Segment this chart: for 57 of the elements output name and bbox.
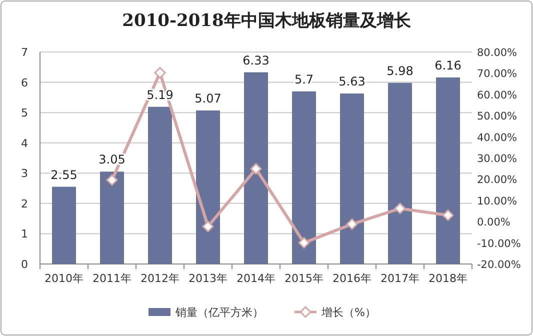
x-tick-label: 2013年 — [188, 272, 228, 285]
bar — [388, 82, 412, 264]
y2-tick-label: 80.00% — [477, 47, 518, 59]
data-label: 6.33 — [242, 53, 270, 68]
point — [394, 202, 406, 214]
bar — [244, 72, 268, 264]
point — [442, 209, 454, 221]
bar — [196, 110, 220, 264]
bar — [148, 106, 172, 264]
y-tick-label: 4 — [21, 136, 28, 150]
y-tick-label: 1 — [21, 228, 28, 241]
x-tick-label: 2010年 — [44, 272, 84, 285]
data-label: 3.05 — [98, 152, 126, 167]
y2-tick-label: 70.00% — [477, 68, 518, 80]
y2-tick-label: 50.00% — [477, 110, 518, 123]
point — [298, 237, 310, 249]
bar — [340, 93, 364, 264]
legend-label: 销量（亿平方米） — [174, 306, 264, 319]
chart-title: 2010-2018年中国木地板销量及增长 — [122, 11, 412, 31]
point — [202, 220, 214, 232]
legend-label: 增长（%） — [320, 306, 376, 319]
y-tick-label: 0 — [21, 258, 28, 271]
data-label: 6.16 — [434, 58, 462, 72]
y-tick-label: 2 — [21, 197, 28, 210]
x-tick-label: 2014年 — [236, 272, 276, 285]
y2-tick-label: 0.00% — [477, 216, 510, 229]
data-label: 2.55 — [50, 168, 78, 182]
data-label: 5.07 — [194, 91, 222, 106]
bar — [436, 77, 460, 264]
y-tick-label: 6 — [21, 76, 28, 90]
bar — [292, 91, 316, 264]
y2-tick-label: 40.00% — [477, 132, 518, 144]
x-tick-label: 2015年 — [284, 272, 324, 285]
y2-tick-label: 20.00% — [477, 174, 518, 186]
point — [346, 218, 358, 230]
point — [106, 174, 118, 186]
point — [250, 163, 262, 175]
data-label: 5.19 — [146, 88, 174, 102]
y-tick-label: 7 — [21, 46, 28, 59]
y2-tick-label: -20.00% — [477, 259, 521, 271]
bar — [100, 172, 124, 264]
y2-tick-label: 30.00% — [477, 153, 518, 165]
y2-tick-label: 60.00% — [477, 89, 518, 102]
x-tick-label: 2011年 — [92, 272, 132, 285]
x-tick-label: 2018年 — [428, 272, 468, 285]
x-tick-label: 2016年 — [332, 272, 372, 285]
data-label: 5.98 — [386, 64, 414, 78]
bar — [52, 186, 76, 264]
point — [154, 67, 166, 79]
y2-tick-label: 10.00% — [477, 195, 518, 208]
y-tick-label: 3 — [21, 167, 28, 180]
y-tick-label: 5 — [21, 106, 28, 120]
y2-tick-label: -10.00% — [477, 238, 521, 250]
x-tick-label: 2012年 — [140, 272, 180, 285]
data-label: 5.63 — [338, 74, 366, 88]
data-label: 5.7 — [294, 72, 314, 86]
x-tick-label: 2017年 — [380, 272, 420, 285]
